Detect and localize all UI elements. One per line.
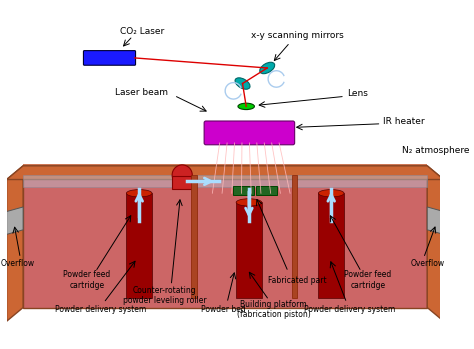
FancyBboxPatch shape (83, 51, 136, 65)
Text: Overflow: Overflow (0, 259, 35, 268)
FancyBboxPatch shape (319, 193, 344, 298)
Polygon shape (7, 207, 23, 235)
Text: CO₂ Laser: CO₂ Laser (120, 27, 164, 36)
Text: Powder feed
cartridge: Powder feed cartridge (64, 270, 111, 290)
Text: Fabricated part: Fabricated part (268, 276, 327, 284)
FancyBboxPatch shape (233, 186, 254, 195)
FancyBboxPatch shape (127, 193, 152, 298)
Text: Overflow: Overflow (410, 259, 444, 268)
FancyBboxPatch shape (256, 186, 277, 195)
Polygon shape (23, 175, 427, 187)
Text: Laser beam: Laser beam (116, 88, 168, 97)
Polygon shape (7, 166, 23, 321)
Text: Powder delivery system: Powder delivery system (304, 305, 395, 314)
Text: Counter-rotating
powder leveling roller: Counter-rotating powder leveling roller (123, 286, 207, 305)
Ellipse shape (236, 199, 262, 206)
Polygon shape (23, 166, 427, 307)
Ellipse shape (235, 78, 250, 89)
Polygon shape (427, 207, 444, 235)
Text: Powder feed
cartridge: Powder feed cartridge (344, 270, 392, 290)
Text: Building platform
(fabrication piston): Building platform (fabrication piston) (237, 300, 310, 319)
FancyBboxPatch shape (292, 175, 297, 298)
Polygon shape (427, 166, 444, 321)
Text: Powder delivery system: Powder delivery system (55, 305, 146, 314)
FancyBboxPatch shape (23, 164, 427, 179)
Text: x-y scanning mirrors: x-y scanning mirrors (251, 31, 344, 39)
Text: N₂ atmosphere: N₂ atmosphere (401, 146, 469, 155)
Ellipse shape (319, 190, 344, 197)
Polygon shape (7, 166, 444, 179)
Ellipse shape (238, 103, 255, 110)
FancyBboxPatch shape (204, 121, 295, 145)
Text: Lens: Lens (347, 89, 368, 98)
Ellipse shape (127, 190, 152, 197)
Text: Powder bed: Powder bed (201, 305, 246, 314)
FancyBboxPatch shape (236, 202, 262, 298)
Ellipse shape (172, 165, 192, 185)
FancyBboxPatch shape (172, 176, 192, 189)
Ellipse shape (260, 62, 275, 74)
FancyBboxPatch shape (191, 175, 197, 298)
Text: IR heater: IR heater (383, 117, 425, 126)
